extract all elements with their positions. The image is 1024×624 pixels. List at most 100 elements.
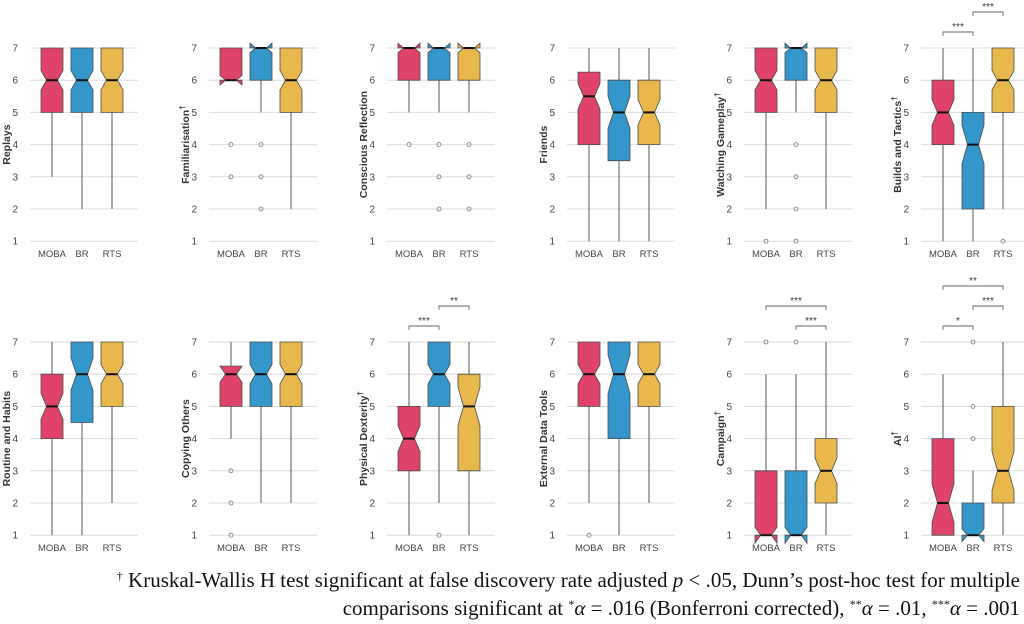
significance-bracket — [972, 11, 1004, 16]
y-tick-label: 7 — [369, 44, 375, 55]
caption-line2-text: comparisons significant at — [342, 596, 564, 620]
y-tick-label: 3 — [726, 172, 732, 183]
significance-bracket — [942, 285, 1004, 290]
significance-label: *** — [982, 2, 994, 13]
box-moba — [931, 438, 955, 536]
y-tick-label: 5 — [726, 402, 732, 413]
y-tick-label: 3 — [903, 466, 909, 477]
x-tick-label: BR — [612, 249, 625, 260]
y-tick-label: 5 — [369, 402, 375, 413]
y-tick-label: 1 — [369, 237, 375, 248]
y-tick-label: 1 — [12, 531, 18, 542]
y-tick-label: 6 — [12, 370, 18, 381]
y-tick-label: 7 — [549, 44, 555, 55]
y-tick-label: 1 — [726, 237, 732, 248]
y-tick-label: 7 — [12, 338, 18, 349]
y-tick-label: 7 — [369, 338, 375, 349]
outlier-point — [793, 206, 799, 212]
x-tick-label: MOBA — [395, 543, 424, 554]
caption-star-2: ** — [849, 597, 862, 611]
caption-value-3: = .001 — [966, 596, 1020, 620]
significance-label: *** — [982, 296, 994, 307]
caption-p-symbol: p — [672, 568, 684, 592]
y-tick-label: 3 — [12, 172, 18, 183]
x-tick-label: RTS — [103, 543, 122, 554]
significance-label: *** — [418, 316, 430, 327]
y-tick-label: 6 — [549, 76, 555, 87]
y-tick-label: 7 — [191, 44, 197, 55]
significance-bracket — [765, 305, 827, 310]
x-tick-label: BR — [254, 543, 267, 554]
outlier-point — [466, 206, 472, 212]
y-tick-label: 6 — [369, 370, 375, 381]
box-rts — [457, 373, 481, 472]
significance-bracket — [408, 325, 440, 330]
x-tick-label: RTS — [640, 543, 659, 554]
significance-label: ** — [969, 276, 977, 287]
outlier-point — [793, 339, 799, 345]
y-tick-label: 2 — [903, 205, 909, 216]
x-tick-label: BR — [254, 249, 267, 260]
outlier-point — [970, 436, 976, 442]
x-tick-label: MOBA — [929, 249, 958, 260]
box-moba — [219, 47, 243, 86]
outlier-point — [228, 500, 234, 506]
panel-builds-and-tactics: 1 2 3 4 5 6 7 Builds and Tactics† MOBA BR RTS *** **… — [890, 2, 1024, 260]
y-axis-label: AI† — [890, 431, 904, 446]
outlier-point — [970, 339, 976, 345]
y-tick-label: 2 — [903, 499, 909, 510]
y-tick-label: 3 — [726, 466, 732, 477]
outlier-point — [763, 339, 769, 345]
box-plot-grid: 1 2 3 4 5 6 7 Replays MOBA BR RTS 1 2 3 4 5 6 7 Familiaris… — [1, 2, 1024, 554]
y-tick-label: 5 — [903, 108, 909, 119]
y-tick-label: 2 — [12, 499, 18, 510]
y-tick-label: 3 — [903, 172, 909, 183]
y-tick-label: 2 — [549, 205, 555, 216]
y-axis-dagger: † — [356, 391, 365, 395]
x-tick-label: RTS — [460, 249, 479, 260]
box-br — [607, 341, 631, 439]
y-tick-label: 7 — [549, 338, 555, 349]
x-tick-label: BR — [432, 249, 445, 260]
y-tick-label: 4 — [549, 140, 555, 151]
y-axis-label: Replays — [1, 124, 13, 164]
y-axis-label: Friends — [538, 125, 550, 163]
panel-watching-gameplay: 1 2 3 4 5 6 7 Watching Gameplay† MOBA BR RTS — [713, 42, 852, 260]
y-tick-label: 7 — [726, 44, 732, 55]
box-rts — [991, 406, 1015, 504]
box-br — [961, 112, 985, 210]
box-moba — [397, 42, 421, 81]
box-br — [784, 42, 808, 81]
outlier-point — [763, 238, 769, 244]
x-tick-label: MOBA — [752, 249, 781, 260]
outlier-point — [436, 532, 442, 538]
significance-bracket — [942, 31, 974, 36]
x-tick-label: RTS — [282, 249, 301, 260]
y-tick-label: 5 — [12, 402, 18, 413]
caption-line1-threshold: < .05, Dunn’s post-hoc test for multiple — [688, 568, 1020, 592]
outlier-point — [406, 142, 412, 148]
y-tick-label: 7 — [903, 338, 909, 349]
significance-label: * — [956, 316, 960, 327]
y-tick-label: 4 — [12, 140, 18, 151]
x-tick-label: BR — [789, 543, 802, 554]
y-tick-label: 5 — [191, 108, 197, 119]
y-axis-dagger: † — [178, 105, 187, 109]
y-tick-label: 1 — [549, 531, 555, 542]
x-tick-label: RTS — [817, 249, 836, 260]
y-tick-label: 2 — [549, 499, 555, 510]
significance-label: *** — [805, 316, 817, 327]
y-axis-label: Physical Dexterity† — [356, 391, 370, 486]
y-axis-label: Familiarisation† — [178, 105, 192, 184]
y-tick-label: 4 — [12, 434, 18, 445]
x-tick-label: MOBA — [217, 249, 246, 260]
x-tick-label: RTS — [994, 543, 1013, 554]
x-tick-label: MOBA — [217, 543, 246, 554]
y-tick-label: 1 — [549, 237, 555, 248]
x-tick-label: RTS — [817, 543, 836, 554]
y-tick-label: 7 — [903, 44, 909, 55]
outlier-point — [586, 532, 592, 538]
x-tick-label: RTS — [282, 543, 301, 554]
panel-friends: 1 2 3 4 5 6 7 Friends MOBA BR RTS — [538, 44, 675, 260]
y-axis-label: Conscious Reflection — [358, 91, 370, 198]
